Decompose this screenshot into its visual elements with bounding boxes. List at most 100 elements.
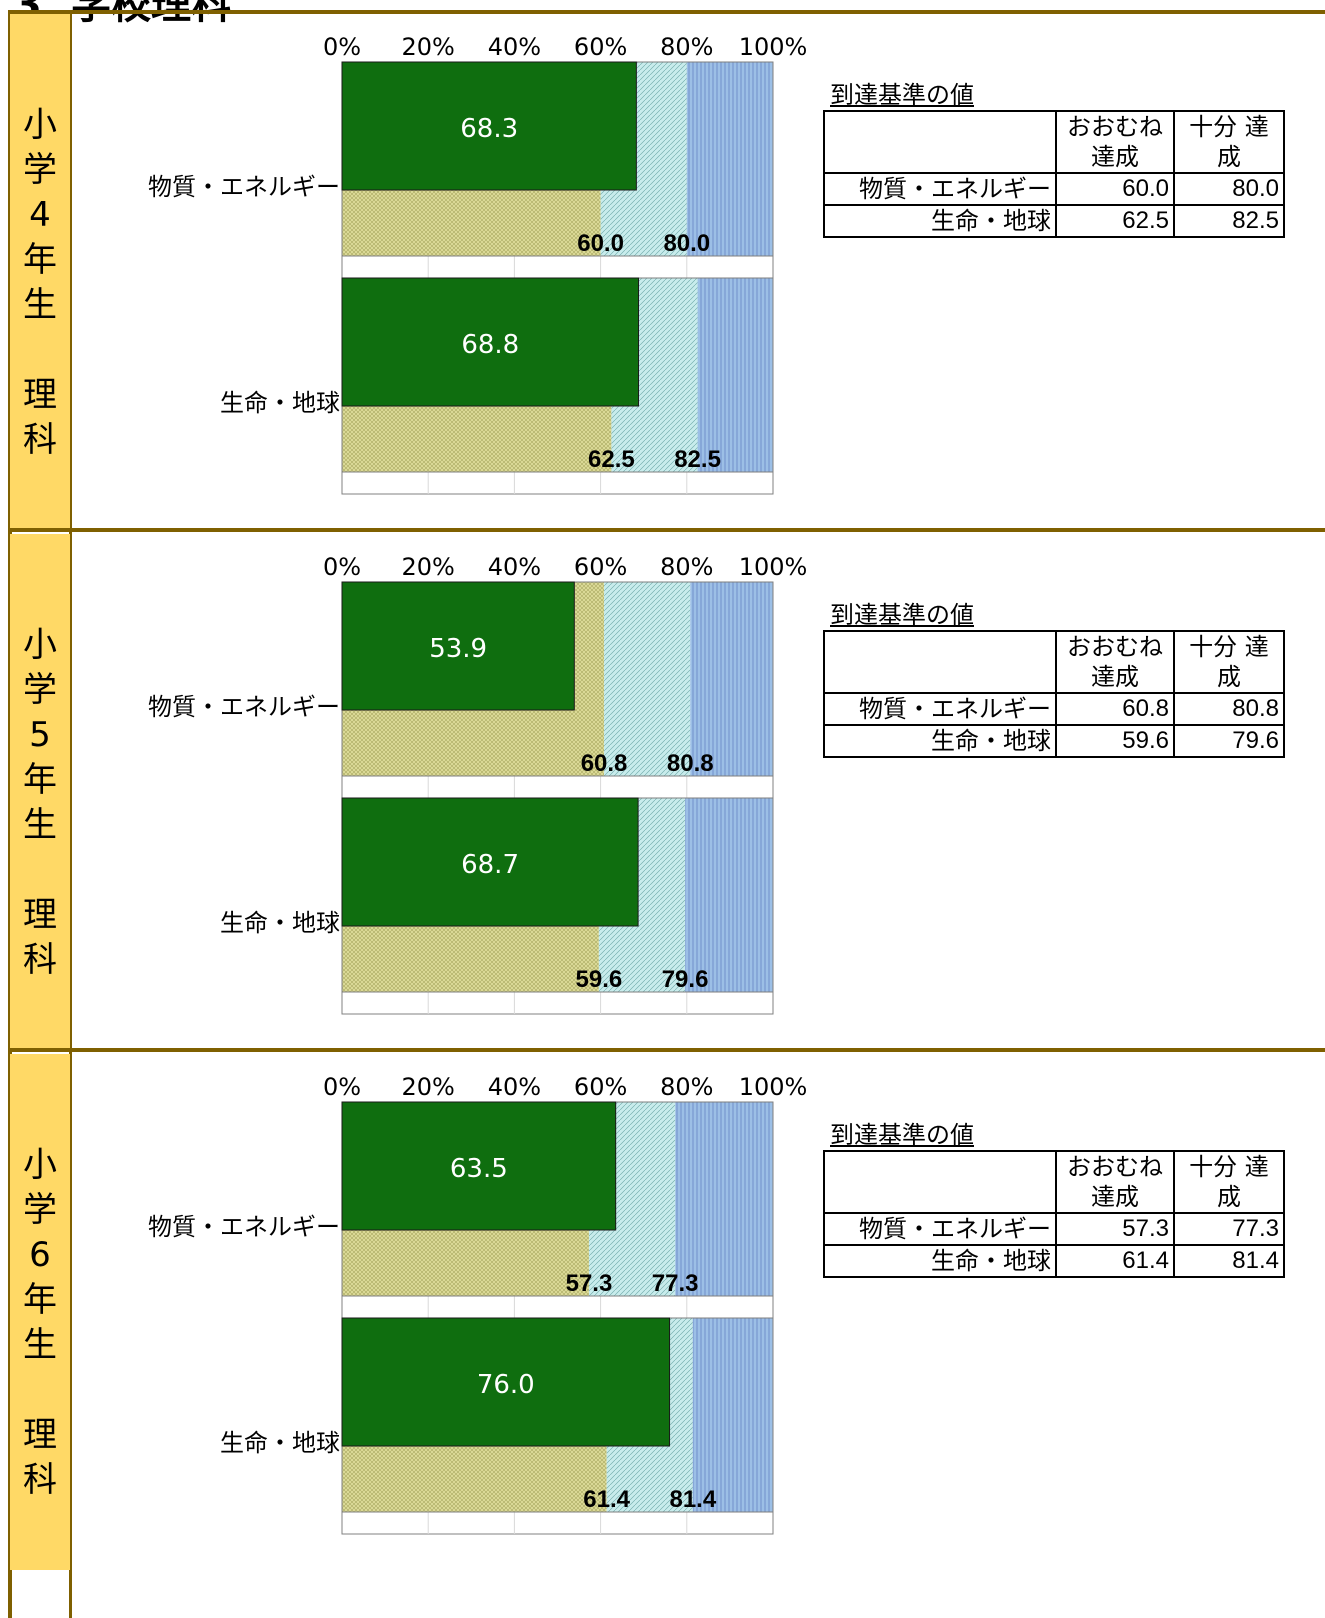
side-label-char: 理 [23, 1415, 57, 1455]
header-full: 十分 達成 [1173, 630, 1285, 694]
score-value-label: 76.0 [477, 1370, 535, 1400]
score-value-label: 63.5 [450, 1154, 508, 1184]
full-value: 80.0 [1173, 172, 1285, 206]
x-tick-label: 40% [488, 33, 541, 61]
x-tick-label: 60% [574, 1073, 627, 1101]
header-full: 十分 達成 [1173, 110, 1285, 174]
standards-row: 物質・エネルギー 60.8 80.8 [823, 692, 1285, 726]
empty-header-cell [823, 110, 1057, 174]
side-label-char: 科 [23, 420, 57, 460]
header-meets: おおむね 達成 [1055, 1150, 1175, 1214]
frame-top-border [8, 10, 1325, 14]
row-label: 物質・エネルギー [823, 692, 1057, 726]
full-value: 80.8 [1173, 692, 1285, 726]
side-label-char: 小 [23, 105, 57, 145]
meets-threshold-label: 59.6 [576, 966, 623, 993]
standards-row: 生命・地球 61.4 81.4 [823, 1244, 1285, 1278]
empty-header-cell [823, 1150, 1057, 1214]
side-label-char: 6 [29, 1235, 51, 1275]
grade-section: 小学 6 年生理科 0% 20% 40% 60% 80% 100% 63.5 57.3 77.3 物質・… [0, 1050, 1325, 1570]
meets-value: 59.6 [1055, 724, 1175, 758]
score-bar [341, 581, 575, 711]
x-tick-label: 80% [660, 33, 713, 61]
frame-inner-border [69, 10, 72, 1618]
side-label-char: 学 [23, 1190, 57, 1230]
standards-header-row: おおむね 達成 十分 達成 [823, 630, 1285, 694]
achievement-chart: 0% 20% 40% 60% 80% 100% 63.5 57.3 77.3 物質・エネルギー 76… [148, 1073, 808, 1535]
x-tick-label: 0% [323, 553, 361, 581]
meets-value: 60.8 [1055, 692, 1175, 726]
x-tick-label: 100% [739, 33, 808, 61]
meets-threshold-label: 61.4 [583, 1486, 630, 1513]
standards-title: 到達基準の値 [830, 601, 974, 629]
row-label: 生命・地球 [823, 724, 1057, 758]
x-tick-label: 20% [402, 33, 455, 61]
grade-side-label: 小学 6 年生理科 [10, 1054, 70, 1570]
row-label: 生命・地球 [823, 1244, 1057, 1278]
score-value-label: 53.9 [429, 634, 487, 664]
category-label: 物質・エネルギー [148, 173, 340, 201]
x-tick-label: 0% [323, 33, 361, 61]
grade-section: 小学 5 年生理科 0% 20% 40% 60% 80% 100% 53.9 60.8 80.8 物質・… [0, 530, 1325, 1052]
row-label: 物質・エネルギー [823, 1212, 1057, 1246]
side-label-char: 年 [23, 1280, 57, 1320]
full-threshold-label: 79.6 [662, 966, 709, 993]
side-label-char: 5 [29, 715, 51, 755]
row-label: 生命・地球 [823, 204, 1057, 238]
meets-value: 60.0 [1055, 172, 1175, 206]
score-value-label: 68.3 [460, 114, 518, 144]
section-divider [8, 1048, 1325, 1052]
x-tick-label: 100% [739, 1073, 808, 1101]
band-full [697, 278, 773, 472]
side-label-char: 理 [23, 375, 57, 415]
side-label-char: 科 [23, 1460, 57, 1500]
empty-header-cell [823, 630, 1057, 694]
standards-row: 物質・エネルギー 57.3 77.3 [823, 1212, 1285, 1246]
category-label: 物質・エネルギー [148, 1213, 340, 1241]
grade-section: 小学 4 年生理科 0% 20% 40% 60% 80% 100% 68.3 60.0 80.0 物質・… [0, 10, 1325, 532]
category-label: 物質・エネルギー [148, 693, 340, 721]
score-value-label: 68.8 [461, 330, 519, 360]
section-divider [8, 528, 1325, 532]
band-full [675, 1102, 773, 1296]
x-tick-label: 100% [739, 553, 808, 581]
achievement-chart: 0% 20% 40% 60% 80% 100% 53.9 60.8 80.8 物質・エネルギー 68… [148, 553, 808, 1015]
x-tick-label: 20% [402, 553, 455, 581]
side-label-char: 生 [23, 285, 57, 325]
side-label-char: 年 [23, 760, 57, 800]
side-label-char: 4 [29, 195, 51, 235]
grade-side-label: 小学 4 年生理科 [10, 14, 70, 530]
report-frame: 小学 4 年生理科 0% 20% 40% 60% 80% 100% 68.3 60.0 80.0 物質・… [0, 10, 1325, 1618]
x-tick-label: 80% [660, 1073, 713, 1101]
meets-threshold-label: 57.3 [566, 1270, 613, 1297]
band-full [692, 1318, 773, 1512]
full-value: 81.4 [1173, 1244, 1285, 1278]
full-value: 82.5 [1173, 204, 1285, 238]
side-label-char: 科 [23, 940, 57, 980]
side-label-char: 生 [23, 805, 57, 845]
full-threshold-label: 80.8 [667, 750, 714, 777]
meets-threshold-label: 60.8 [581, 750, 628, 777]
band-meets [604, 582, 691, 776]
meets-value: 62.5 [1055, 204, 1175, 238]
score-bar [341, 1317, 671, 1447]
meets-threshold-label: 62.5 [588, 446, 635, 473]
band-full [685, 798, 773, 992]
standards-table: おおむね 達成 十分 達成 物質・エネルギー 57.3 77.3 生命・地球 61.4 81.… [823, 1150, 1285, 1278]
standards-table: おおむね 達成 十分 達成 物質・エネルギー 60.8 80.8 生命・地球 59.6 79.… [823, 630, 1285, 758]
row-label: 物質・エネルギー [823, 172, 1057, 206]
score-value-label: 68.7 [461, 850, 519, 880]
side-label-char: 小 [23, 1145, 57, 1185]
standards-row: 生命・地球 59.6 79.6 [823, 724, 1285, 758]
side-label-char: 学 [23, 150, 57, 190]
side-label-char: 学 [23, 670, 57, 710]
standards-title: 到達基準の値 [830, 81, 974, 109]
full-threshold-label: 82.5 [674, 446, 721, 473]
x-tick-label: 20% [402, 1073, 455, 1101]
standards-row: 物質・エネルギー 60.0 80.0 [823, 172, 1285, 206]
side-label-char: 生 [23, 1325, 57, 1365]
side-label-char: 理 [23, 895, 57, 935]
standards-header-row: おおむね 達成 十分 達成 [823, 1150, 1285, 1214]
full-threshold-label: 81.4 [669, 1486, 716, 1513]
standards-table: おおむね 達成 十分 達成 物質・エネルギー 60.0 80.0 生命・地球 62.5 82.… [823, 110, 1285, 238]
